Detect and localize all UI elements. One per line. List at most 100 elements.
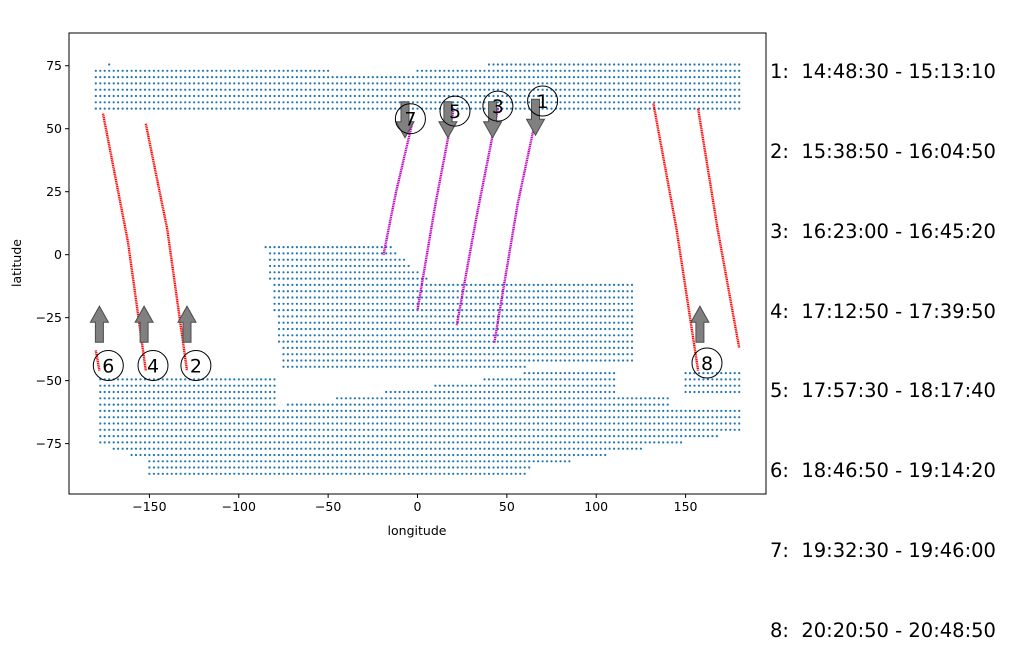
grid-point bbox=[461, 390, 464, 394]
grid-point bbox=[286, 88, 289, 91]
grid-point bbox=[403, 283, 406, 286]
grid-point bbox=[568, 302, 571, 305]
grid-point bbox=[711, 378, 714, 381]
grid-point bbox=[479, 296, 482, 299]
grid-point bbox=[559, 422, 562, 425]
grid-point bbox=[505, 107, 508, 110]
grid-point bbox=[407, 271, 410, 274]
grid-point bbox=[613, 334, 616, 337]
grid-point bbox=[465, 422, 468, 425]
grid-point bbox=[465, 472, 468, 475]
grid-point bbox=[340, 403, 343, 406]
grid-point bbox=[184, 69, 187, 72]
grid-point bbox=[684, 82, 687, 85]
grid-point bbox=[99, 409, 102, 412]
grid-point bbox=[590, 309, 593, 312]
grid-point bbox=[568, 422, 571, 425]
grid-point bbox=[327, 302, 330, 305]
grid-point bbox=[483, 82, 486, 85]
grid-point bbox=[170, 384, 173, 387]
grid-point bbox=[139, 69, 142, 72]
grid-point bbox=[532, 372, 535, 375]
grid-point bbox=[550, 441, 553, 444]
grid-point bbox=[193, 403, 196, 406]
grid-point bbox=[134, 107, 138, 110]
grid-point bbox=[286, 334, 289, 337]
grid-point bbox=[425, 315, 428, 318]
grid-point bbox=[452, 397, 455, 400]
grid-point bbox=[483, 309, 486, 312]
grid-point bbox=[291, 296, 294, 299]
grid-point bbox=[394, 346, 397, 349]
grid-point bbox=[318, 82, 321, 85]
grid-point bbox=[447, 409, 450, 412]
grid-point bbox=[398, 460, 401, 463]
grid-point bbox=[161, 416, 164, 419]
grid-point bbox=[474, 315, 477, 318]
grid-point bbox=[313, 428, 316, 431]
grid-point bbox=[519, 296, 522, 299]
grid-point bbox=[291, 359, 294, 362]
grid-point bbox=[313, 246, 316, 249]
grid-point bbox=[152, 82, 155, 85]
grid-point bbox=[510, 309, 513, 312]
grid-point bbox=[528, 283, 531, 286]
grid-point bbox=[385, 296, 388, 299]
grid-point bbox=[479, 466, 482, 469]
grid-point bbox=[376, 353, 379, 356]
grid-point bbox=[496, 76, 499, 79]
grid-point bbox=[380, 101, 383, 104]
grid-point bbox=[215, 94, 218, 98]
grid-point bbox=[233, 94, 236, 98]
grid-point bbox=[246, 94, 249, 98]
grid-point bbox=[210, 460, 214, 463]
grid-point bbox=[398, 397, 401, 400]
grid-point bbox=[130, 384, 133, 387]
grid-point bbox=[554, 334, 558, 337]
grid-point bbox=[219, 88, 222, 91]
grid-point bbox=[697, 390, 701, 394]
grid-point bbox=[139, 88, 142, 91]
grid-point bbox=[322, 428, 325, 431]
grid-point bbox=[398, 101, 401, 104]
grid-point bbox=[523, 435, 526, 438]
grid-point bbox=[425, 435, 428, 438]
grid-point bbox=[487, 302, 491, 305]
grid-point bbox=[653, 422, 656, 425]
grid-point bbox=[157, 435, 160, 438]
grid-point bbox=[630, 327, 634, 331]
grid-point bbox=[295, 296, 298, 299]
grid-point bbox=[581, 390, 584, 394]
grid-point bbox=[264, 101, 267, 104]
grid-point bbox=[411, 271, 415, 274]
grid-point bbox=[429, 365, 432, 368]
grid-point bbox=[331, 101, 334, 104]
grid-point bbox=[358, 428, 361, 431]
grid-point bbox=[554, 409, 558, 412]
grid-point bbox=[353, 321, 356, 324]
grid-point bbox=[546, 63, 549, 66]
grid-point bbox=[411, 435, 415, 438]
grid-point bbox=[242, 82, 245, 85]
grid-point bbox=[599, 309, 602, 312]
grid-point bbox=[117, 76, 120, 79]
grid-point bbox=[519, 390, 522, 394]
grid-point bbox=[510, 302, 513, 305]
grid-point bbox=[452, 403, 455, 406]
grid-point bbox=[595, 309, 598, 312]
grid-point bbox=[193, 101, 196, 104]
grid-point bbox=[126, 390, 129, 394]
grid-point bbox=[322, 416, 325, 419]
grid-point bbox=[371, 447, 374, 450]
grid-point bbox=[604, 447, 607, 450]
grid-point bbox=[461, 397, 464, 400]
grid-point bbox=[237, 88, 240, 91]
grid-point bbox=[604, 403, 607, 406]
grid-point bbox=[313, 422, 316, 425]
grid-point bbox=[492, 428, 495, 431]
grid-point bbox=[604, 416, 607, 419]
grid-point bbox=[148, 453, 151, 457]
grid-point bbox=[295, 246, 298, 249]
grid-point bbox=[175, 101, 178, 104]
grid-point bbox=[532, 63, 535, 66]
